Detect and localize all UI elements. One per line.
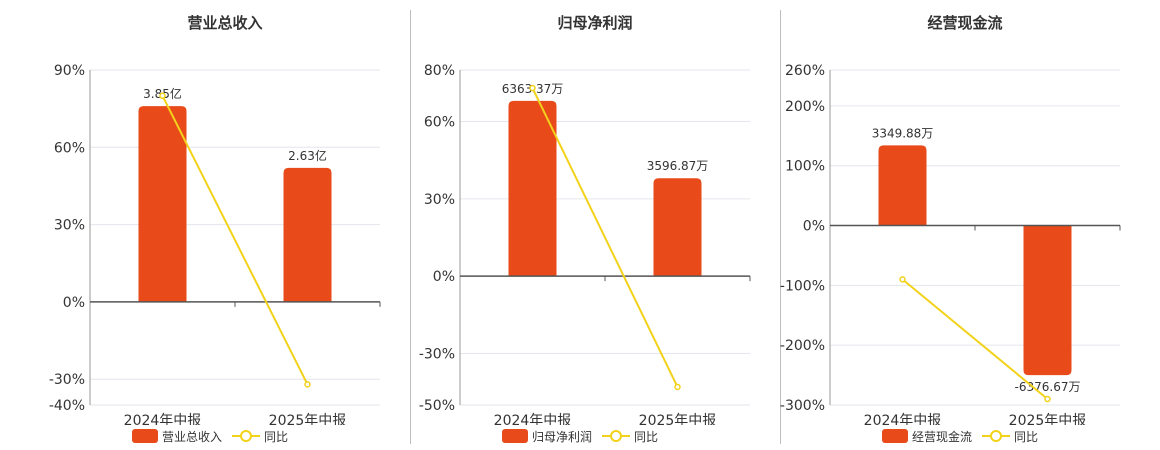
yoy-point [304,381,311,388]
chart-title: 经营现金流 [927,14,1003,32]
y-tick-label: 0% [803,219,825,235]
panel-divider [780,10,781,444]
panel-divider [410,10,411,444]
legend-bar-label: 经营现金流 [912,429,973,444]
y-tick-label: -30% [419,346,455,362]
y-tick-label: -40% [49,398,85,414]
bar-value-label: -6376.67万 [1015,380,1081,394]
yoy-point [899,276,906,283]
y-tick-label: 80% [424,63,455,79]
bar [878,145,927,226]
chart-title: 营业总收入 [187,14,263,32]
y-tick-label: 60% [54,140,85,156]
chart-title: 归母净利润 [557,14,633,32]
y-tick-label: 260% [785,63,825,79]
y-tick-label: -200% [780,338,825,354]
y-tick-label: 0% [63,295,85,311]
y-tick-label: -50% [419,398,455,414]
bar-value-label: 3596.87万 [647,159,709,173]
x-category-label: 2025年中报 [269,413,347,425]
revenue-chart-panel: 营业总收入 90%60%30%0%-30%-40%3.85亿2.63亿2024年… [40,0,410,450]
legend-bar-swatch [132,429,158,443]
yoy-line [531,87,679,388]
legend-line-label: 同比 [1014,429,1039,444]
y-tick-label: -100% [780,278,825,294]
chart-legend: 归母净利润 同比 [502,427,658,445]
x-category-label: 2024年中报 [124,413,202,425]
bar [138,106,187,302]
yoy-point [674,383,681,391]
bar [508,100,557,277]
bar [1023,225,1072,376]
y-tick-label: 60% [424,115,455,131]
yoy-point [529,84,536,92]
net-profit-chart-panel: 归母净利润 80%60%30%0%-30%-50%6363.37万3596.87… [410,0,780,450]
x-category-label: 2025年中报 [1009,413,1087,425]
x-category-label: 2024年中报 [864,413,942,425]
chart-legend: 营业总收入 同比 [132,427,288,445]
legend-line-label: 同比 [634,429,659,444]
operating-cashflow-chart: 260% 200% 100% 0% -100% -200% -300% 3349.88万 -63… [780,63,1121,425]
operating-cashflow-chart-panel: 经营现金流 260% 200% 100% 0% -100% -200% -300% 3349.… [780,0,1150,450]
x-category-label: 2024年中报 [494,413,572,425]
x-category-label: 2025年中报 [639,413,717,425]
legend-bar-label: 营业总收入 [162,429,223,444]
bar [653,178,702,277]
bar [283,167,332,302]
legend-bar-swatch [502,429,528,443]
legend-bar-label: 归母净利润 [532,429,593,444]
y-tick-label: -30% [49,372,85,388]
legend-bar-swatch [882,429,908,443]
bar-value-label: 2.63亿 [288,148,327,163]
y-tick-label: 100% [785,159,825,175]
bar-value-label: 3349.88万 [872,126,934,140]
yoy-point [159,92,166,100]
yoy-point [1044,395,1051,403]
legend-line-label: 同比 [264,429,289,444]
revenue-chart: 90%60%30%0%-30%-40%3.85亿2.63亿2024年中报2025… [49,63,381,425]
legend-line-swatch [232,429,261,443]
y-tick-label: 30% [424,192,455,208]
chart-legend: 经营现金流 同比 [882,427,1038,445]
net-profit-chart: 80%60%30%0%-30%-50%6363.37万3596.87万2024年… [419,63,751,425]
y-tick-label: 0% [433,269,455,285]
y-tick-label: 90% [54,63,85,79]
y-tick-label: -300% [780,398,825,414]
yoy-line [901,278,1049,400]
yoy-line [161,95,309,385]
legend-line-swatch [982,429,1011,443]
y-tick-label: 30% [54,218,85,234]
legend-line-swatch [602,429,631,443]
y-tick-label: 200% [785,99,825,115]
